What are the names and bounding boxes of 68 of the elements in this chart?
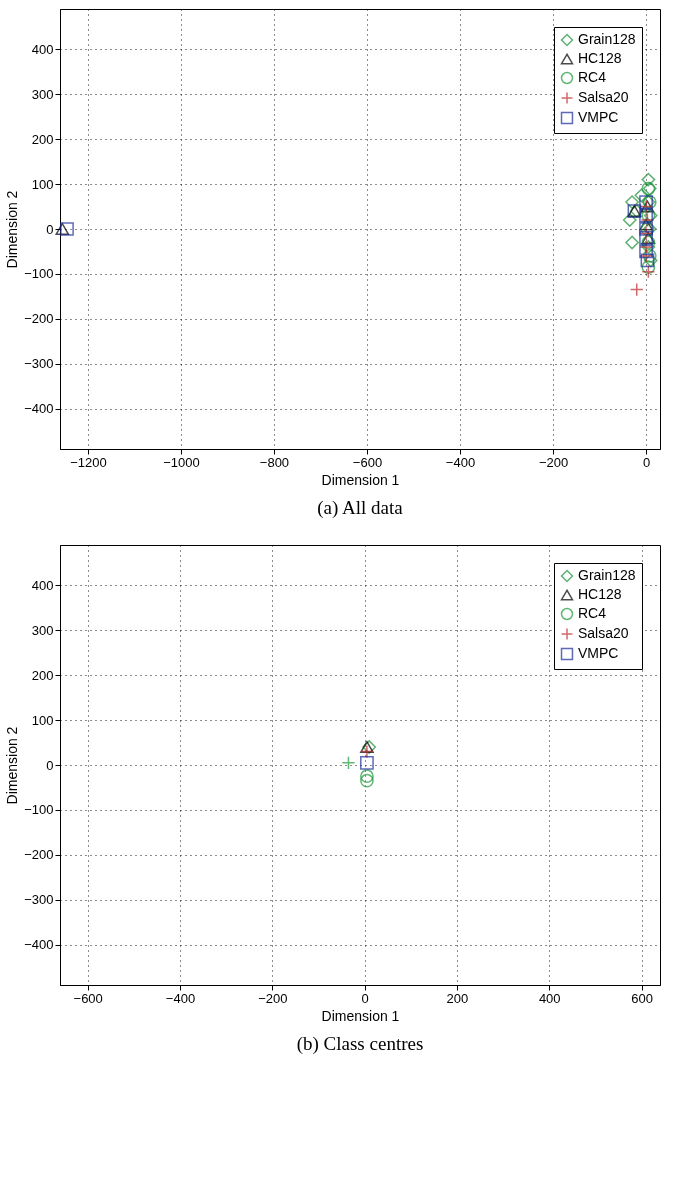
legend-label: Salsa20 [578,89,629,105]
point [622,213,637,227]
y-tick-label: 400 [31,41,54,57]
text: (a) All data [317,497,404,519]
y-tick-label: 200 [31,667,54,683]
point [625,195,639,209]
x-tick-label: −1000 [163,454,200,470]
y-tick-label: −300 [24,892,54,908]
x-axis-title: Dimension 1 [321,1007,400,1024]
legend-label: HC128 [578,586,622,602]
point [640,213,655,227]
y-tick-label: −200 [24,311,54,327]
x-tick-label: −200 [538,454,569,470]
x-tick-label: 400 [538,990,561,1006]
y-tick-label: 300 [31,86,54,102]
point [360,744,374,759]
point [360,769,374,784]
y-tick-label: 100 [31,176,54,192]
legend-label: Salsa20 [578,625,629,641]
x-tick-label: −600 [73,990,103,1006]
point [55,222,70,236]
x-tick-label: 200 [446,990,469,1006]
y-axis-title: Dimension 2 [4,190,21,269]
x-axis-title: Dimension 1 [321,471,400,488]
legend-label: VMPC [578,645,619,661]
legend-label: Grain128 [578,567,636,583]
y-tick-label: −100 [24,266,54,282]
point [639,244,653,259]
x-tick-label: −600 [352,454,383,470]
point [641,172,656,187]
x-tick-label: 600 [631,990,653,1006]
y-tick-label: −100 [24,802,54,818]
point [641,235,656,250]
y-tick-label: −400 [24,401,54,417]
point [360,755,374,770]
y-tick-label: −400 [24,937,54,953]
point [634,188,649,203]
y-tick-label: 200 [31,131,54,147]
point [641,260,656,275]
x-tick-label: −400 [165,990,196,1006]
point [641,264,656,279]
y-tick-label: 100 [31,712,54,728]
point [629,282,644,297]
y-tick-label: −200 [24,847,54,863]
point [60,222,74,236]
x-tick-label: −1200 [70,454,107,470]
point [360,773,374,788]
x-tick-label: −800 [259,454,290,470]
x-tick-label: 0 [642,454,651,470]
y-tick-label: 400 [31,577,54,593]
legend-label: HC128 [578,50,622,66]
text: (b) Class centres [296,1033,424,1055]
y-tick-label: 0 [46,221,54,237]
legend-label: VMPC [578,109,619,125]
legend-label: Grain128 [578,31,636,47]
point [341,755,356,770]
point [642,249,657,263]
x-tick-label: −200 [258,990,288,1006]
y-tick-label: −300 [24,356,54,372]
y-tick-label: 300 [31,622,54,638]
y-axis-title: Dimension 2 [4,726,21,805]
point [625,235,639,250]
point [639,226,653,241]
x-tick-label: 0 [361,990,369,1006]
legend-label: RC4 [578,69,607,85]
y-tick-label: 0 [46,757,54,773]
legend-label: RC4 [578,605,607,621]
x-tick-label: −400 [445,454,476,470]
